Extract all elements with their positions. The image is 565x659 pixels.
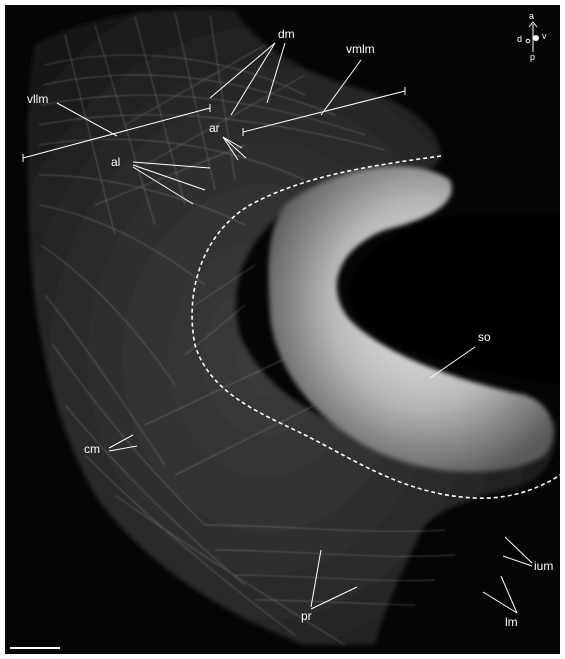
so-bright-region xyxy=(268,166,554,472)
fiber-texture xyxy=(38,12,456,646)
annotation-lines xyxy=(22,42,533,614)
so-boundary-dashed-line xyxy=(191,155,560,499)
label-ium: ium xyxy=(534,559,554,573)
label-lm: lm xyxy=(505,615,518,629)
tissue-body xyxy=(27,8,556,646)
orientation-label-v: v xyxy=(542,31,547,41)
orientation-label-p: p xyxy=(530,52,536,62)
label-vmlm: vmlm xyxy=(346,42,375,56)
label-dm: dm xyxy=(278,27,295,41)
label-ar: ar xyxy=(209,121,220,135)
lumen xyxy=(349,215,560,385)
orientation-label-d: d xyxy=(517,34,523,44)
micrograph-image xyxy=(10,8,560,649)
label-so: so xyxy=(478,330,491,344)
label-vllm: vllm xyxy=(27,92,49,106)
orientation-label-a: a xyxy=(529,11,535,21)
label-pr: pr xyxy=(301,609,312,623)
micrograph-panel: dm vmlm vllm ar al so cm ium pr lm a d v… xyxy=(5,5,560,654)
label-al: al xyxy=(111,155,121,169)
label-cm: cm xyxy=(84,442,100,456)
orientation-compass-icon xyxy=(525,21,539,52)
